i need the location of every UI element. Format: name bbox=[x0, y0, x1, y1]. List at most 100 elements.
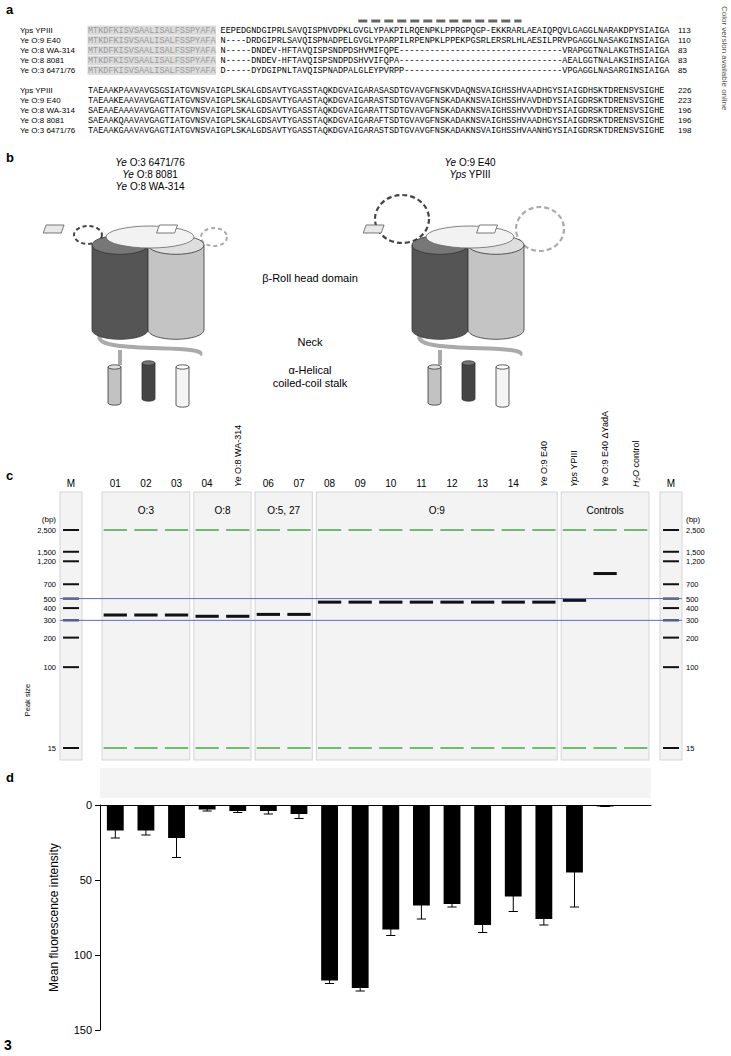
svg-text:Ye O:3 6471/76: Ye O:3 6471/76 bbox=[20, 66, 76, 75]
svg-text:04: 04 bbox=[202, 478, 214, 489]
svg-text:Yps YPIII: Yps YPIII bbox=[20, 26, 53, 35]
svg-text:Peak size: Peak size bbox=[23, 684, 32, 717]
svg-text:110: 110 bbox=[678, 36, 691, 45]
svg-text:Ye O:8 8081: Ye O:8 8081 bbox=[20, 116, 65, 125]
svg-text:O:3: O:3 bbox=[138, 505, 155, 516]
svg-text:Ye O:8 WA-314: Ye O:8 WA-314 bbox=[20, 46, 76, 55]
svg-text:Ye O:9 E40: Ye O:9 E40 bbox=[20, 36, 61, 45]
svg-text:09: 09 bbox=[355, 478, 367, 489]
svg-text:15: 15 bbox=[48, 744, 56, 753]
svg-text:H₂O control: H₂O control bbox=[631, 441, 641, 487]
svg-text:01: 01 bbox=[110, 478, 122, 489]
svg-text:200: 200 bbox=[43, 634, 56, 643]
svg-text:226: 226 bbox=[678, 86, 692, 95]
svg-text:223: 223 bbox=[678, 96, 692, 105]
svg-text:Ye O:9 E40: Ye O:9 E40 bbox=[444, 157, 496, 168]
svg-text:TAEAAKPAAVAVGSGSIATGVNSVAIGPLS: TAEAAKPAAVAVGSGSIATGVNSVAIGPLSKALGDSAVTY… bbox=[88, 86, 664, 96]
svg-text:O:9: O:9 bbox=[429, 505, 446, 516]
svg-text:EEPEDGNDGIPRLSAVQISPNVDPKLGVGL: EEPEDGNDGIPRLSAVQISPNVDPKLGVGLYPAKPILRQE… bbox=[221, 26, 671, 36]
svg-text:11: 11 bbox=[416, 478, 427, 489]
svg-text:196: 196 bbox=[678, 106, 692, 115]
svg-text:1,500: 1,500 bbox=[37, 548, 56, 557]
svg-text:d: d bbox=[6, 770, 14, 785]
svg-text:Ye O:9 E40 ΔYadA: Ye O:9 E40 ΔYadA bbox=[600, 411, 610, 487]
svg-text:Yps YPIII: Yps YPIII bbox=[20, 86, 53, 95]
svg-text:Ye O:8 WA-314: Ye O:8 WA-314 bbox=[20, 106, 76, 115]
svg-text:3: 3 bbox=[4, 1037, 12, 1053]
svg-text:13: 13 bbox=[477, 478, 489, 489]
svg-text:coiled-coil stalk: coiled-coil stalk bbox=[273, 377, 348, 389]
svg-text:Color version available online: Color version available online bbox=[720, 6, 729, 111]
svg-text:Ye O:8 WA-314: Ye O:8 WA-314 bbox=[115, 181, 185, 192]
svg-text:0: 0 bbox=[86, 799, 92, 811]
svg-text:M: M bbox=[667, 478, 675, 489]
svg-text:02: 02 bbox=[140, 478, 152, 489]
svg-text:07: 07 bbox=[293, 478, 305, 489]
svg-text:1,500: 1,500 bbox=[686, 548, 705, 557]
svg-text:1,200: 1,200 bbox=[686, 557, 705, 566]
svg-text:MTKDFKISVSAALISALFSSPYAFA: MTKDFKISVSAALISALFSSPYAFA bbox=[88, 46, 216, 56]
svg-text:Ye O:3 6471/76: Ye O:3 6471/76 bbox=[115, 157, 185, 168]
svg-text:300: 300 bbox=[686, 616, 699, 625]
svg-text:500: 500 bbox=[43, 595, 56, 604]
svg-text:Ye O:3 6471/76: Ye O:3 6471/76 bbox=[20, 126, 76, 135]
svg-text:196: 196 bbox=[678, 116, 692, 125]
svg-text:O:8: O:8 bbox=[214, 505, 231, 516]
svg-text:(bp): (bp) bbox=[42, 515, 57, 524]
svg-text:β-Roll head domain: β-Roll head domain bbox=[262, 272, 358, 284]
svg-text:03: 03 bbox=[171, 478, 183, 489]
svg-text:Yps YPIII: Yps YPIII bbox=[450, 169, 491, 180]
svg-text:MTKDFKISVSAALISALFSSPYAFA: MTKDFKISVSAALISALFSSPYAFA bbox=[88, 56, 216, 66]
svg-text:2,500: 2,500 bbox=[686, 526, 705, 535]
svg-text:50: 50 bbox=[80, 874, 92, 886]
svg-text:Mean fluorescence intensity: Mean fluorescence intensity bbox=[47, 843, 61, 992]
svg-text:Ye O:8 8081: Ye O:8 8081 bbox=[122, 169, 178, 180]
svg-text:198: 198 bbox=[678, 126, 692, 135]
svg-text:Controls: Controls bbox=[586, 505, 623, 516]
svg-text:α-Helical: α-Helical bbox=[288, 364, 331, 376]
svg-text:1,200: 1,200 bbox=[37, 557, 56, 566]
svg-text:Ye O:9 E40: Ye O:9 E40 bbox=[20, 96, 61, 105]
svg-text:SAEAAEAAAVAVGAGTTATGVNSVAIGPLS: SAEAAEAAAVAVGAGTTATGVNSVAIGPLSKALGDSAVTY… bbox=[88, 106, 664, 116]
svg-text:N-----DNDEV-HFTAVQISPSNDPDSHVM: N-----DNDEV-HFTAVQISPSNDPDSHVMIFQPE-----… bbox=[221, 46, 671, 56]
svg-text:100: 100 bbox=[686, 663, 699, 672]
svg-text:113: 113 bbox=[678, 26, 691, 35]
svg-text:b: b bbox=[6, 150, 14, 165]
svg-text:Ye O:8 8081: Ye O:8 8081 bbox=[20, 56, 65, 65]
svg-text:14: 14 bbox=[508, 478, 520, 489]
svg-text:15: 15 bbox=[686, 744, 694, 753]
svg-text:700: 700 bbox=[43, 580, 56, 589]
svg-text:10: 10 bbox=[385, 478, 397, 489]
svg-text:SAEAAKQAAVAVGAGTIATGVNSVAIGPLS: SAEAAKQAAVAVGAGTIATGVNSVAIGPLSKALGDSAVTY… bbox=[88, 116, 664, 126]
svg-text:O:5, 27: O:5, 27 bbox=[267, 505, 300, 516]
svg-text:M: M bbox=[67, 478, 75, 489]
svg-text:500: 500 bbox=[686, 595, 699, 604]
svg-text:85: 85 bbox=[678, 66, 687, 75]
svg-text:N-----DNDEV-HFTAVQISPSNDPDSHVV: N-----DNDEV-HFTAVQISPSNDPDSHVVIFQPA-----… bbox=[221, 56, 671, 66]
svg-text:300: 300 bbox=[43, 616, 56, 625]
svg-text:400: 400 bbox=[43, 604, 56, 613]
svg-text:Neck: Neck bbox=[297, 336, 323, 348]
svg-text:2,500: 2,500 bbox=[37, 526, 56, 535]
svg-text:MTKDFKISVSAALISALFSSPYAFA: MTKDFKISVSAALISALFSSPYAFA bbox=[88, 26, 216, 36]
svg-text:MTKDFKISVSAALISALFSSPYAFA: MTKDFKISVSAALISALFSSPYAFA bbox=[88, 66, 216, 76]
svg-text:100: 100 bbox=[43, 663, 56, 672]
svg-text:D-----DYDGIPNLTAVQISPNADPALGLE: D-----DYDGIPNLTAVQISPNADPALGLEYPVRPP----… bbox=[221, 66, 671, 76]
svg-text:Ye O:8 WA-314: Ye O:8 WA-314 bbox=[233, 425, 243, 487]
svg-text:700: 700 bbox=[686, 580, 699, 589]
svg-text:TAEAAKGAAVAVGAGTIATGVNSVAIGPLS: TAEAAKGAAVAVGAGTIATGVNSVAIGPLSKALGDSAVTY… bbox=[88, 126, 664, 136]
svg-text:200: 200 bbox=[686, 634, 699, 643]
svg-text:12: 12 bbox=[446, 478, 458, 489]
svg-text:Ye O:9 E40: Ye O:9 E40 bbox=[539, 441, 549, 487]
svg-text:TAEAAKEAAVAVGAGTIATGVNSVAIGPLS: TAEAAKEAAVAVGAGTIATGVNSVAIGPLSKALGDSAVTY… bbox=[88, 96, 664, 106]
svg-text:MTKDFKISVSAALISALFSSPYAFA: MTKDFKISVSAALISALFSSPYAFA bbox=[88, 36, 216, 46]
svg-text:150: 150 bbox=[74, 1024, 92, 1036]
svg-text:c: c bbox=[6, 468, 13, 483]
svg-text:08: 08 bbox=[324, 478, 336, 489]
svg-text:Yps YPIII: Yps YPIII bbox=[569, 450, 579, 487]
svg-text:100: 100 bbox=[74, 949, 92, 961]
svg-text:83: 83 bbox=[678, 46, 687, 55]
svg-text:83: 83 bbox=[678, 56, 687, 65]
svg-text:400: 400 bbox=[686, 604, 699, 613]
svg-text:N----DRDGIPRLSAVQISPNADPELGVGL: N----DRDGIPRLSAVQISPNADPELGVGLYPARPILRPE… bbox=[221, 36, 671, 46]
